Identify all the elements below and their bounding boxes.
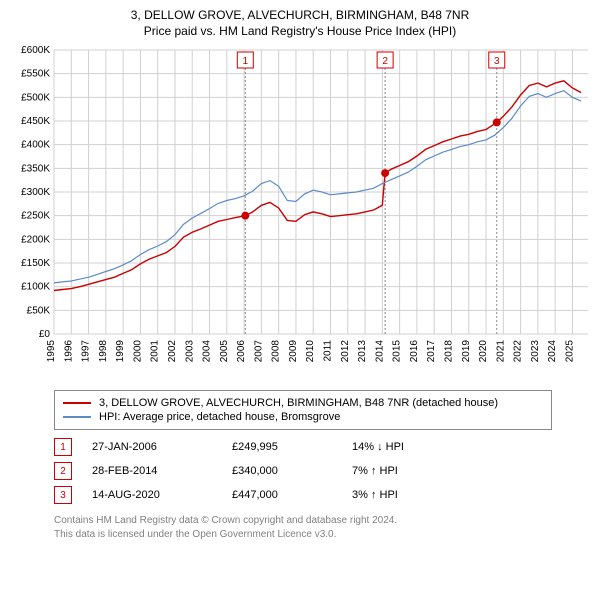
svg-text:1996: 1996: [63, 340, 74, 363]
event-date: 28-FEB-2014: [92, 465, 232, 477]
footnote: Contains HM Land Registry data © Crown c…: [54, 514, 592, 542]
event-row: 3 14-AUG-2020 £447,000 3% ↑ HPI: [54, 486, 592, 504]
event-price: £447,000: [232, 489, 352, 501]
svg-text:2007: 2007: [253, 340, 264, 363]
svg-text:£250K: £250K: [21, 211, 50, 222]
svg-text:£50K: £50K: [27, 305, 51, 316]
svg-text:2019: 2019: [461, 340, 472, 363]
svg-text:1999: 1999: [115, 340, 126, 363]
svg-text:2005: 2005: [219, 340, 230, 363]
events-list: 1 27-JAN-2006 £249,995 14% ↓ HPI 2 28-FE…: [54, 438, 592, 504]
svg-text:2015: 2015: [392, 340, 403, 363]
event-date: 27-JAN-2006: [92, 441, 232, 453]
svg-text:£550K: £550K: [21, 69, 50, 80]
legend-swatch-red: [63, 402, 91, 404]
svg-text:2011: 2011: [323, 340, 334, 362]
event-marker-icon: 1: [54, 438, 72, 456]
svg-text:£450K: £450K: [21, 116, 50, 127]
legend-swatch-blue: [63, 416, 91, 418]
svg-text:£0: £0: [39, 329, 51, 340]
footnote-line-2: This data is licensed under the Open Gov…: [54, 528, 592, 542]
svg-text:£400K: £400K: [21, 140, 50, 151]
svg-text:2021: 2021: [495, 340, 506, 363]
svg-text:2008: 2008: [271, 340, 282, 363]
svg-text:£600K: £600K: [21, 45, 50, 56]
svg-text:2023: 2023: [530, 340, 541, 363]
svg-text:2004: 2004: [202, 340, 213, 363]
event-diff: 3% ↑ HPI: [352, 489, 462, 501]
svg-text:1997: 1997: [81, 340, 92, 363]
event-price: £340,000: [232, 465, 352, 477]
event-row: 1 27-JAN-2006 £249,995 14% ↓ HPI: [54, 438, 592, 456]
svg-text:2025: 2025: [564, 340, 575, 363]
event-row: 2 28-FEB-2014 £340,000 7% ↑ HPI: [54, 462, 592, 480]
legend-label-blue: HPI: Average price, detached house, Brom…: [99, 411, 340, 423]
svg-text:2002: 2002: [167, 340, 178, 363]
svg-text:2020: 2020: [478, 340, 489, 363]
svg-text:2018: 2018: [443, 340, 454, 363]
svg-text:1: 1: [243, 56, 249, 67]
svg-text:£100K: £100K: [21, 282, 50, 293]
title-line-2: Price paid vs. HM Land Registry's House …: [8, 24, 592, 38]
svg-text:2000: 2000: [132, 340, 143, 363]
svg-text:2017: 2017: [426, 340, 437, 363]
svg-text:2003: 2003: [184, 340, 195, 363]
chart: £0 £50K £100K £150K £200K £250K £300K £350K £400…: [8, 44, 592, 384]
svg-text:2013: 2013: [357, 340, 368, 363]
svg-text:£300K: £300K: [21, 187, 50, 198]
event-diff: 14% ↓ HPI: [352, 441, 462, 453]
chart-svg: £0 £50K £100K £150K £200K £250K £300K £350K £400…: [8, 44, 592, 384]
svg-text:£350K: £350K: [21, 163, 50, 174]
event-marker-icon: 3: [54, 486, 72, 504]
svg-text:2001: 2001: [150, 340, 161, 363]
event-diff: 7% ↑ HPI: [352, 465, 462, 477]
legend-row-blue: HPI: Average price, detached house, Brom…: [63, 411, 543, 423]
svg-text:2016: 2016: [409, 340, 420, 363]
svg-text:2012: 2012: [340, 340, 351, 363]
svg-text:£500K: £500K: [21, 92, 50, 103]
svg-text:2006: 2006: [236, 340, 247, 363]
legend-label-red: 3, DELLOW GROVE, ALVECHURCH, BIRMINGHAM,…: [99, 397, 498, 409]
svg-text:2024: 2024: [547, 340, 558, 363]
event-marker-icon: 2: [54, 462, 72, 480]
legend-row-red: 3, DELLOW GROVE, ALVECHURCH, BIRMINGHAM,…: [63, 397, 543, 409]
svg-text:2022: 2022: [513, 340, 524, 363]
event-date: 14-AUG-2020: [92, 489, 232, 501]
svg-text:2010: 2010: [305, 340, 316, 363]
svg-text:1995: 1995: [46, 340, 57, 363]
svg-text:2: 2: [382, 56, 388, 67]
svg-text:1998: 1998: [98, 340, 109, 363]
svg-text:2009: 2009: [288, 340, 299, 363]
title-line-1: 3, DELLOW GROVE, ALVECHURCH, BIRMINGHAM,…: [8, 8, 592, 22]
event-price: £249,995: [232, 441, 352, 453]
svg-text:2014: 2014: [374, 340, 385, 363]
footnote-line-1: Contains HM Land Registry data © Crown c…: [54, 514, 592, 528]
svg-text:£150K: £150K: [21, 258, 50, 269]
legend: 3, DELLOW GROVE, ALVECHURCH, BIRMINGHAM,…: [54, 390, 552, 430]
svg-text:3: 3: [494, 56, 500, 67]
svg-text:£200K: £200K: [21, 234, 50, 245]
